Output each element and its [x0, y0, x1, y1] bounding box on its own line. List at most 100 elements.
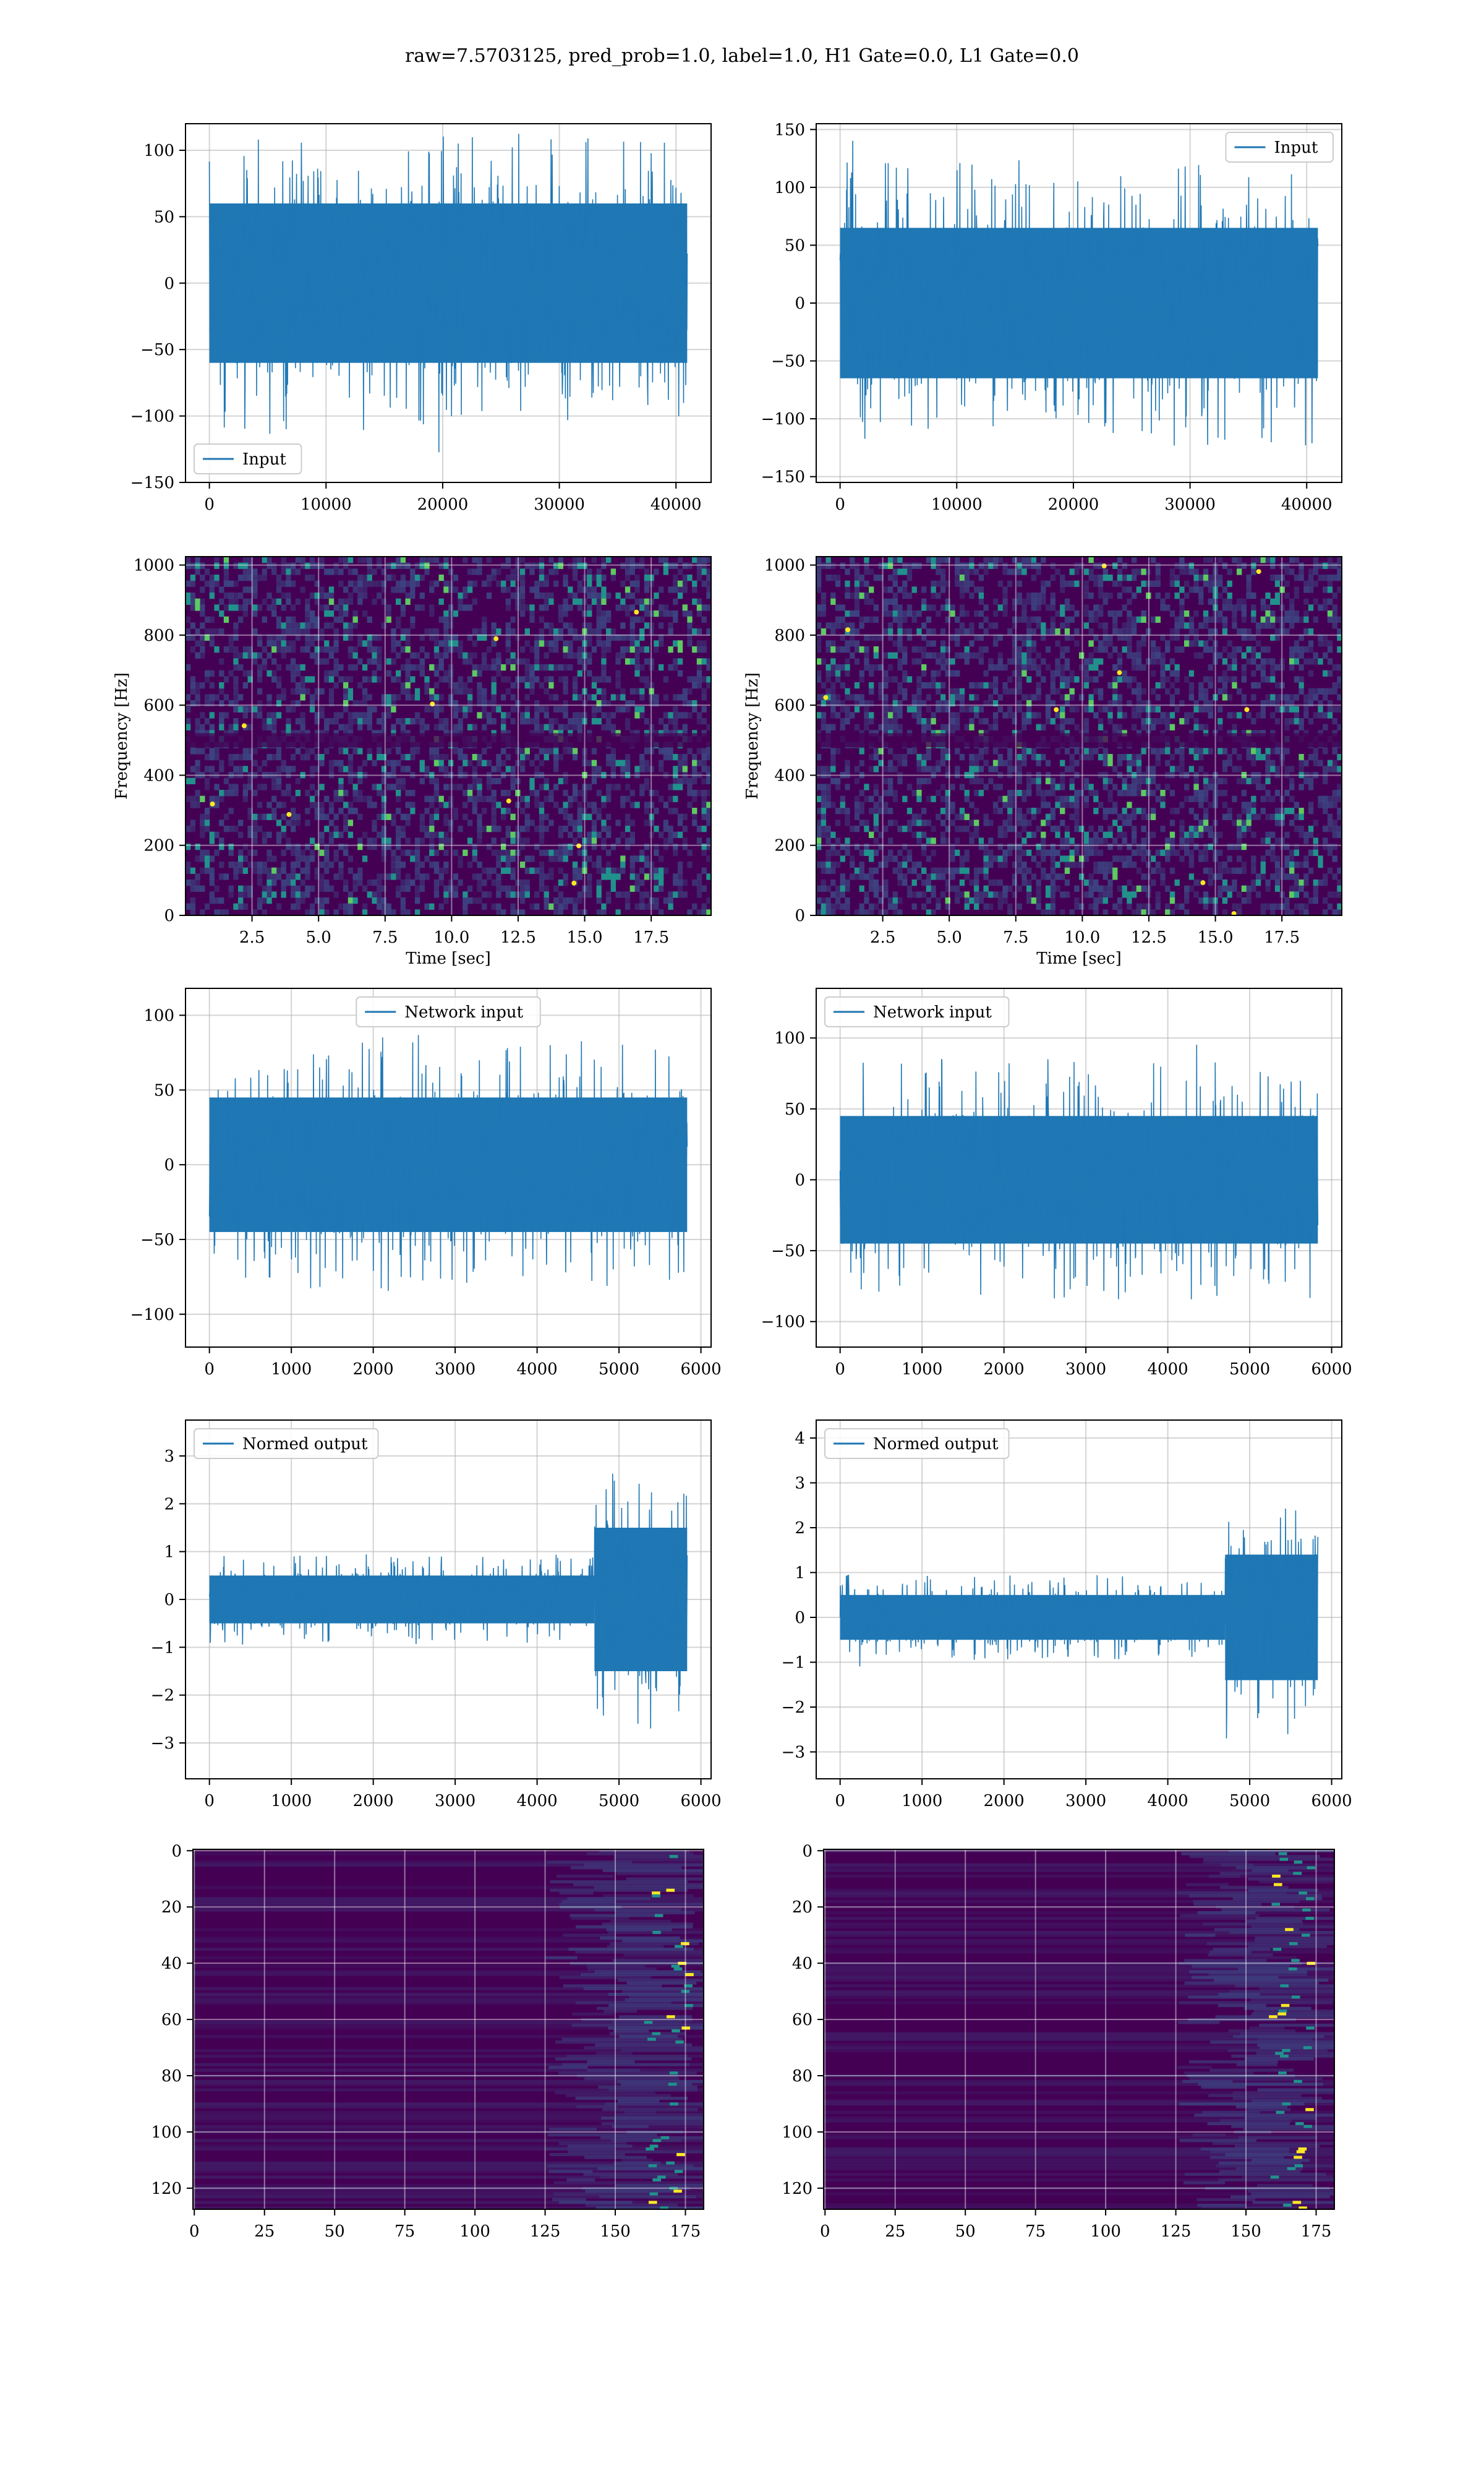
heatmap-cell — [396, 844, 401, 850]
heatmap-cell — [1146, 706, 1151, 713]
heatmap-cell — [1308, 658, 1314, 665]
heatmap-cell — [505, 885, 511, 892]
heatmap-cell — [878, 694, 884, 701]
heatmap-cell — [629, 820, 635, 826]
heatmap-cell — [1150, 706, 1156, 713]
heatmap-cell — [204, 676, 210, 683]
heatmap-cell — [701, 885, 707, 892]
heatmap-cell — [252, 813, 258, 820]
heatmap-cell — [615, 784, 621, 790]
heatmap-cell — [319, 873, 325, 880]
heatmap-cell — [190, 880, 196, 886]
heatmap-cell — [1017, 777, 1022, 784]
heatmap-cell — [386, 837, 391, 844]
heatmap-cell — [553, 568, 559, 575]
heatmap-cell — [916, 682, 922, 689]
heatmap-cell — [1136, 784, 1142, 790]
heatmap-cell — [926, 604, 932, 611]
heatmap-cell — [433, 712, 440, 719]
heatmap-cell — [869, 766, 874, 773]
heatmap-cell — [1232, 664, 1237, 671]
heatmap-cell — [348, 568, 354, 575]
heatmap-cell — [419, 634, 425, 641]
heatmap-cell — [1337, 766, 1342, 773]
heatmap-cell — [1155, 754, 1161, 761]
heatmap-cell — [496, 802, 501, 808]
heatmap-cell — [563, 849, 568, 856]
heatmap-cell — [539, 826, 545, 833]
heatmap-cell — [400, 610, 406, 617]
heatmap-cell — [668, 562, 673, 569]
heatmap-cell — [319, 628, 325, 635]
heatmap-cell — [1308, 772, 1314, 779]
heatmap-cell — [1174, 616, 1180, 623]
heatmap-cell — [1232, 557, 1237, 563]
heatmap-cell — [242, 790, 249, 797]
heatmap-cell — [352, 790, 358, 797]
heatmap-cell — [1169, 724, 1175, 730]
legend-label: Input — [242, 450, 286, 469]
heatmap-cell — [534, 844, 540, 850]
heatmap-cell — [606, 867, 612, 874]
heatmap-cell — [854, 628, 860, 635]
heatmap-cell — [620, 688, 626, 695]
heatmap-cell — [214, 795, 220, 802]
heatmap-cell — [1313, 772, 1318, 779]
heatmap-cell — [553, 640, 559, 647]
heatmap-cell — [553, 634, 559, 641]
heatmap-cell — [1188, 640, 1195, 647]
heatmap-cell — [305, 867, 310, 874]
heatmap-cell — [1083, 593, 1090, 599]
heatmap-cell — [281, 813, 286, 820]
heatmap-cell — [997, 652, 1003, 659]
heatmap-cell — [825, 670, 831, 677]
heatmap-cell — [1208, 712, 1213, 719]
heatmap-cell — [414, 897, 420, 904]
heatmap-cell — [391, 586, 396, 593]
heatmap-cell — [634, 802, 640, 808]
heatmap-cell — [286, 580, 291, 587]
heatmap-cell — [377, 557, 382, 563]
heatmap-cell — [190, 795, 196, 802]
heatmap-cell — [338, 676, 344, 683]
heatmap-cell — [343, 730, 349, 737]
heatmap-cell — [482, 880, 487, 886]
heatmap-cell — [1007, 760, 1013, 766]
heatmap-cell — [524, 562, 530, 569]
heatmap-cell — [610, 880, 616, 886]
heatmap-cell — [869, 634, 874, 641]
heatmap-cell — [1208, 628, 1213, 635]
heatmap-cell — [659, 610, 664, 617]
heatmap-cell — [362, 575, 368, 581]
heatmap-cell — [443, 885, 449, 892]
heatmap-cell — [1298, 664, 1304, 671]
heatmap-cell — [969, 562, 974, 569]
heatmap-cell — [400, 766, 406, 773]
heatmap-cell — [663, 604, 669, 611]
heatmap-cell — [429, 610, 435, 617]
heatmap-cell — [510, 831, 516, 838]
heatmap-cell — [247, 575, 253, 581]
heatmap-cell — [1098, 586, 1104, 593]
heatmap-cell — [601, 652, 607, 659]
heatmap-cell — [1289, 700, 1295, 707]
heatmap-cell — [328, 831, 335, 838]
heatmap-cell — [587, 802, 592, 808]
heatmap-cell — [1222, 658, 1228, 665]
heatmap-cell — [519, 604, 526, 611]
heatmap-cell — [190, 897, 196, 904]
heatmap-cell — [233, 718, 239, 725]
heatmap-cell — [625, 634, 631, 641]
heatmap-cell — [309, 802, 315, 808]
heatmap-cell — [1213, 562, 1218, 569]
heatmap-cell — [568, 849, 573, 856]
heatmap-cell — [1155, 658, 1161, 665]
heatmap-cell — [1298, 754, 1304, 761]
heatmap-cell — [1017, 760, 1022, 766]
heatmap-cell — [405, 837, 411, 844]
heatmap-cell — [539, 616, 545, 623]
heatmap-cell — [410, 772, 416, 779]
heatmap-cell — [324, 862, 330, 868]
x-tick-label: 5.0 — [306, 928, 331, 947]
heatmap-cell — [381, 808, 387, 815]
